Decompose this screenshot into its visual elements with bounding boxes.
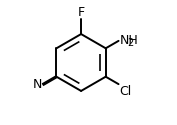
- Text: 2: 2: [127, 38, 133, 48]
- Text: NH: NH: [119, 34, 138, 47]
- Text: F: F: [78, 6, 85, 19]
- Text: Cl: Cl: [119, 85, 132, 98]
- Text: N: N: [32, 78, 42, 91]
